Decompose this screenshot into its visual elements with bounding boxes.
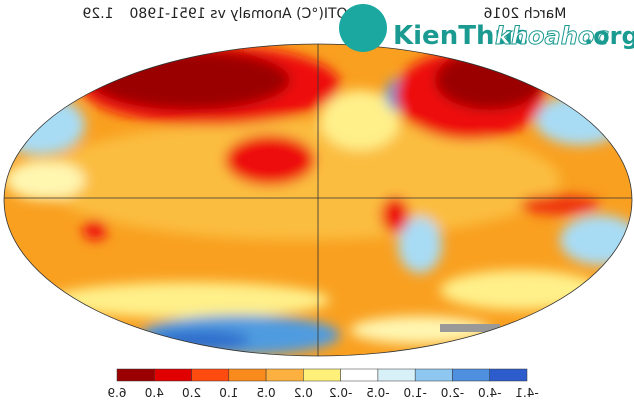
legend-swatch: [228, 368, 267, 382]
map-date: March 2016: [484, 6, 567, 22]
legend-swatch: [414, 368, 453, 382]
watermark: KienThuc khoahoc .org: [339, 4, 634, 52]
legend-swatch: [340, 368, 379, 382]
legend-label: 0.5: [257, 386, 276, 400]
legend-swatch: [489, 368, 528, 382]
legend-label: 4.0: [145, 386, 164, 400]
legend-swatch: [191, 368, 230, 382]
legend-label: -4.1: [515, 386, 538, 400]
site: khoahoc: [495, 22, 609, 50]
legend-swatch: [116, 368, 155, 382]
legend-label: 6.9: [107, 386, 126, 400]
legend-swatch: [154, 368, 192, 382]
logo: [339, 4, 387, 52]
legend-swatch: [303, 368, 341, 382]
legend-label: -0.2: [329, 386, 352, 400]
legend-label: 0.2: [294, 386, 313, 400]
legend-label: 1.0: [219, 386, 238, 400]
tld: .org: [584, 22, 634, 50]
globe-outline: [3, 43, 633, 357]
legend-label: -4.0: [478, 386, 501, 400]
legend-swatch: [265, 368, 304, 382]
brand: KienThuc: [393, 21, 528, 51]
global-mean: 1.29: [82, 6, 113, 22]
legend-label: 2.0: [182, 386, 201, 400]
color-legend: -4.1 -4.0 -2.0 -1.0 -0.5 -0.2 0.2 0.5 1.0 2.0 4.0 6…: [107, 368, 539, 400]
anomaly-map: [4, 44, 632, 356]
legend-swatch: [377, 368, 416, 382]
legend-swatch: [452, 368, 490, 382]
legend-label: -1.0: [403, 386, 426, 400]
legend-label: -2.0: [441, 386, 464, 400]
map-title: L-OTI(°C) Anomaly vs 1951-1980: [129, 6, 360, 22]
legend-label: -0.5: [366, 386, 389, 400]
